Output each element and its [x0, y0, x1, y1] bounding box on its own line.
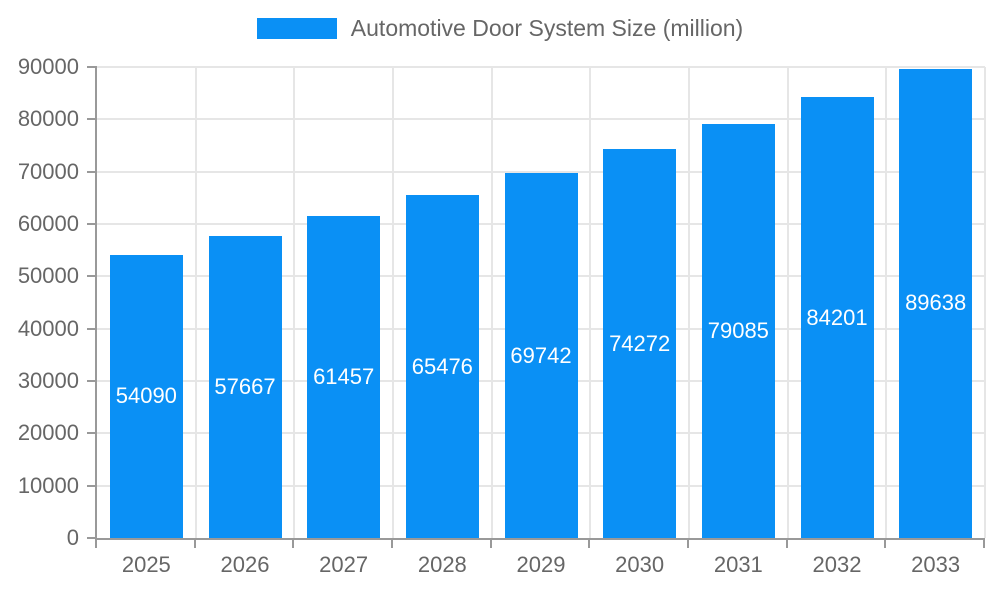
x-tick-mark	[884, 538, 887, 548]
x-tick-mark	[95, 538, 97, 548]
bar: 79085	[701, 124, 775, 538]
y-tick-mark	[87, 170, 97, 173]
x-axis-label: 2026	[220, 552, 270, 577]
legend-swatch	[256, 18, 337, 39]
y-tick-mark	[87, 537, 97, 539]
x-tick-mark	[292, 538, 295, 548]
bar: 57667	[208, 236, 282, 538]
y-axis-label: 40000	[17, 315, 79, 341]
y-axis-label: 10000	[17, 472, 79, 498]
x-axis-label: 2032	[812, 552, 862, 577]
x-tick-mark	[785, 538, 788, 548]
x-axis-label: 2028	[417, 552, 467, 577]
x-gridline	[490, 67, 493, 538]
y-axis-label: 70000	[17, 158, 79, 184]
x-gridline	[194, 67, 197, 538]
y-tick-mark	[87, 380, 97, 382]
bar: 54090	[109, 254, 183, 538]
y-axis-label: 60000	[17, 211, 79, 236]
bar: 74272	[603, 149, 677, 538]
bar-value-label: 74272	[609, 330, 671, 356]
y-tick-mark	[87, 66, 97, 68]
x-gridline	[885, 67, 888, 538]
x-axis-label: 2031	[713, 552, 763, 577]
bar-value-label: 57667	[214, 374, 276, 400]
bar-value-label: 54090	[115, 383, 177, 409]
x-gridline	[688, 67, 690, 538]
y-axis-label: 20000	[17, 420, 79, 446]
x-tick-mark	[193, 538, 196, 548]
x-axis-label: 2025	[121, 552, 171, 577]
x-gridline	[293, 67, 296, 538]
x-tick-mark	[687, 538, 689, 548]
x-tick-mark	[588, 538, 591, 548]
x-gridline	[984, 67, 986, 538]
x-axis-label: 2033	[911, 552, 961, 577]
y-axis-label: 90000	[17, 54, 79, 79]
bar: 89638	[899, 68, 973, 538]
bar-value-label: 69742	[510, 342, 572, 368]
x-axis-label: 2029	[516, 552, 566, 577]
y-tick-mark	[87, 327, 97, 330]
y-tick-mark	[87, 484, 97, 487]
y-axis-label: 30000	[17, 368, 79, 393]
y-tick-mark	[87, 275, 97, 278]
bar: 61457	[307, 216, 381, 538]
x-gridline	[786, 67, 789, 538]
legend-label: Automotive Door System Size (million)	[350, 15, 744, 41]
bar-value-label: 65476	[411, 353, 473, 379]
bar-value-label: 79085	[707, 318, 769, 344]
bar: 84201	[800, 97, 874, 538]
x-axis-label: 2030	[615, 552, 665, 577]
bar-value-label: 89638	[905, 290, 967, 316]
y-gridline	[97, 66, 985, 68]
y-axis-label: 50000	[17, 263, 79, 289]
x-gridline	[589, 67, 592, 538]
legend[interactable]: Automotive Door System Size (million)	[0, 17, 1000, 40]
bar: 65476	[405, 195, 479, 538]
x-tick-mark	[391, 538, 393, 548]
x-tick-mark	[983, 538, 985, 548]
y-axis-label: 80000	[17, 106, 79, 132]
y-tick-mark	[87, 223, 97, 225]
bar-value-label: 61457	[313, 364, 375, 390]
x-gridline	[392, 67, 394, 538]
plot-area: 0 10000 20000 30000 40000 50000 60000 70000 8000…	[18, 54, 986, 577]
y-tick-mark	[87, 432, 97, 435]
y-axis-label: 0	[66, 525, 79, 550]
bar-value-label: 84201	[806, 304, 868, 330]
x-tick-mark	[489, 538, 492, 548]
x-axis-label: 2027	[319, 552, 369, 577]
bar: 69742	[504, 173, 578, 538]
y-gridline	[97, 118, 985, 121]
y-gridline	[97, 170, 985, 173]
y-tick-mark	[87, 118, 97, 121]
